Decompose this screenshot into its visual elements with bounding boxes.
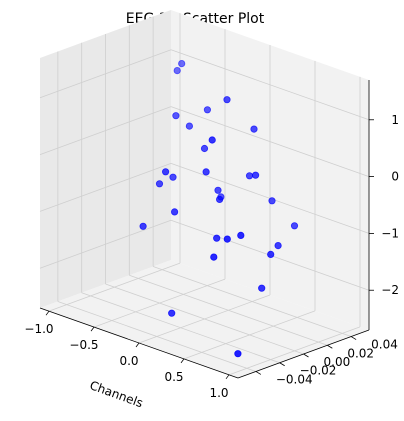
y-tick-label: 0.02 [347,346,374,360]
z-grid-back [170,106,370,177]
scatter-point [169,173,177,181]
scatter-point [155,180,164,188]
scatter-point [202,168,210,176]
tick-labels: −1.0 −0.5 0.0 0.5 1.0 −0.04−0.020.000.020.04 −… [24,113,399,400]
y-tick [279,362,285,367]
scatter-point [172,112,180,120]
y-grid-floor [57,301,256,372]
y-grid-floor [81,292,280,364]
scatter-point [267,250,275,258]
z-grid-left [39,49,172,99]
scatter-point [214,186,222,194]
scatter-point [216,195,224,203]
scatter-point [162,168,170,176]
y-tick [327,344,333,349]
x-tick [180,358,185,364]
plot-panes [40,10,369,378]
x-tick-label: −0.5 [69,338,98,352]
z-tick-label: 0 [391,170,399,184]
scatter-point [208,136,216,144]
scatter-point [168,309,176,317]
scatter-point [252,171,260,179]
z-grid-left [39,106,172,155]
y-tick-label: −0.04 [276,372,313,386]
scatter-point [171,208,179,216]
x-tick [225,374,230,380]
x-axis-title: Channels [88,378,145,410]
y-grid-floor [105,283,304,355]
scatter-point [223,235,231,243]
y-tick [303,353,309,358]
z-grid-back [170,49,370,121]
x-tick-label: −1.0 [24,322,53,336]
x-tick [135,342,140,348]
scatter-point [200,144,209,153]
x-tick-label: 1.0 [209,386,228,400]
y-tick-label: 0.04 [371,338,398,352]
scatter-point [258,284,266,292]
scatter-point [250,125,258,133]
z-tick-label: 1 [391,113,399,127]
y-grid-floor [129,274,328,346]
scatter-point [178,59,186,68]
scatter-point [203,106,211,114]
y-tick-label: −0.02 [300,364,337,378]
scatter-point [290,222,299,230]
z-tick-label: −1 [381,226,399,240]
y-tick [255,371,262,375]
y-tick-label: 0.00 [324,355,351,369]
scatter-point [173,67,181,75]
scatter-point [223,96,231,104]
x-tick-label: 0.0 [119,354,138,368]
scatter-point [237,231,245,239]
scatter-point [245,172,254,180]
scatter-point [210,253,218,261]
scatter-point [274,242,282,250]
x-tick-label: 0.5 [164,370,183,384]
scatter-point [185,122,193,130]
x-tick [90,326,95,332]
scatter-point [213,234,221,242]
data-points [139,59,299,358]
scatter-point [268,197,276,205]
x-tick [45,310,50,316]
scatter-point [139,222,147,230]
tick-marks [45,119,374,380]
z-tick-label: −2 [381,283,399,297]
y-grid-floor [153,266,352,337]
z-grid-left [39,163,172,212]
z-grid-left [39,219,172,269]
scatter-point [234,350,242,358]
y-tick [350,336,357,340]
